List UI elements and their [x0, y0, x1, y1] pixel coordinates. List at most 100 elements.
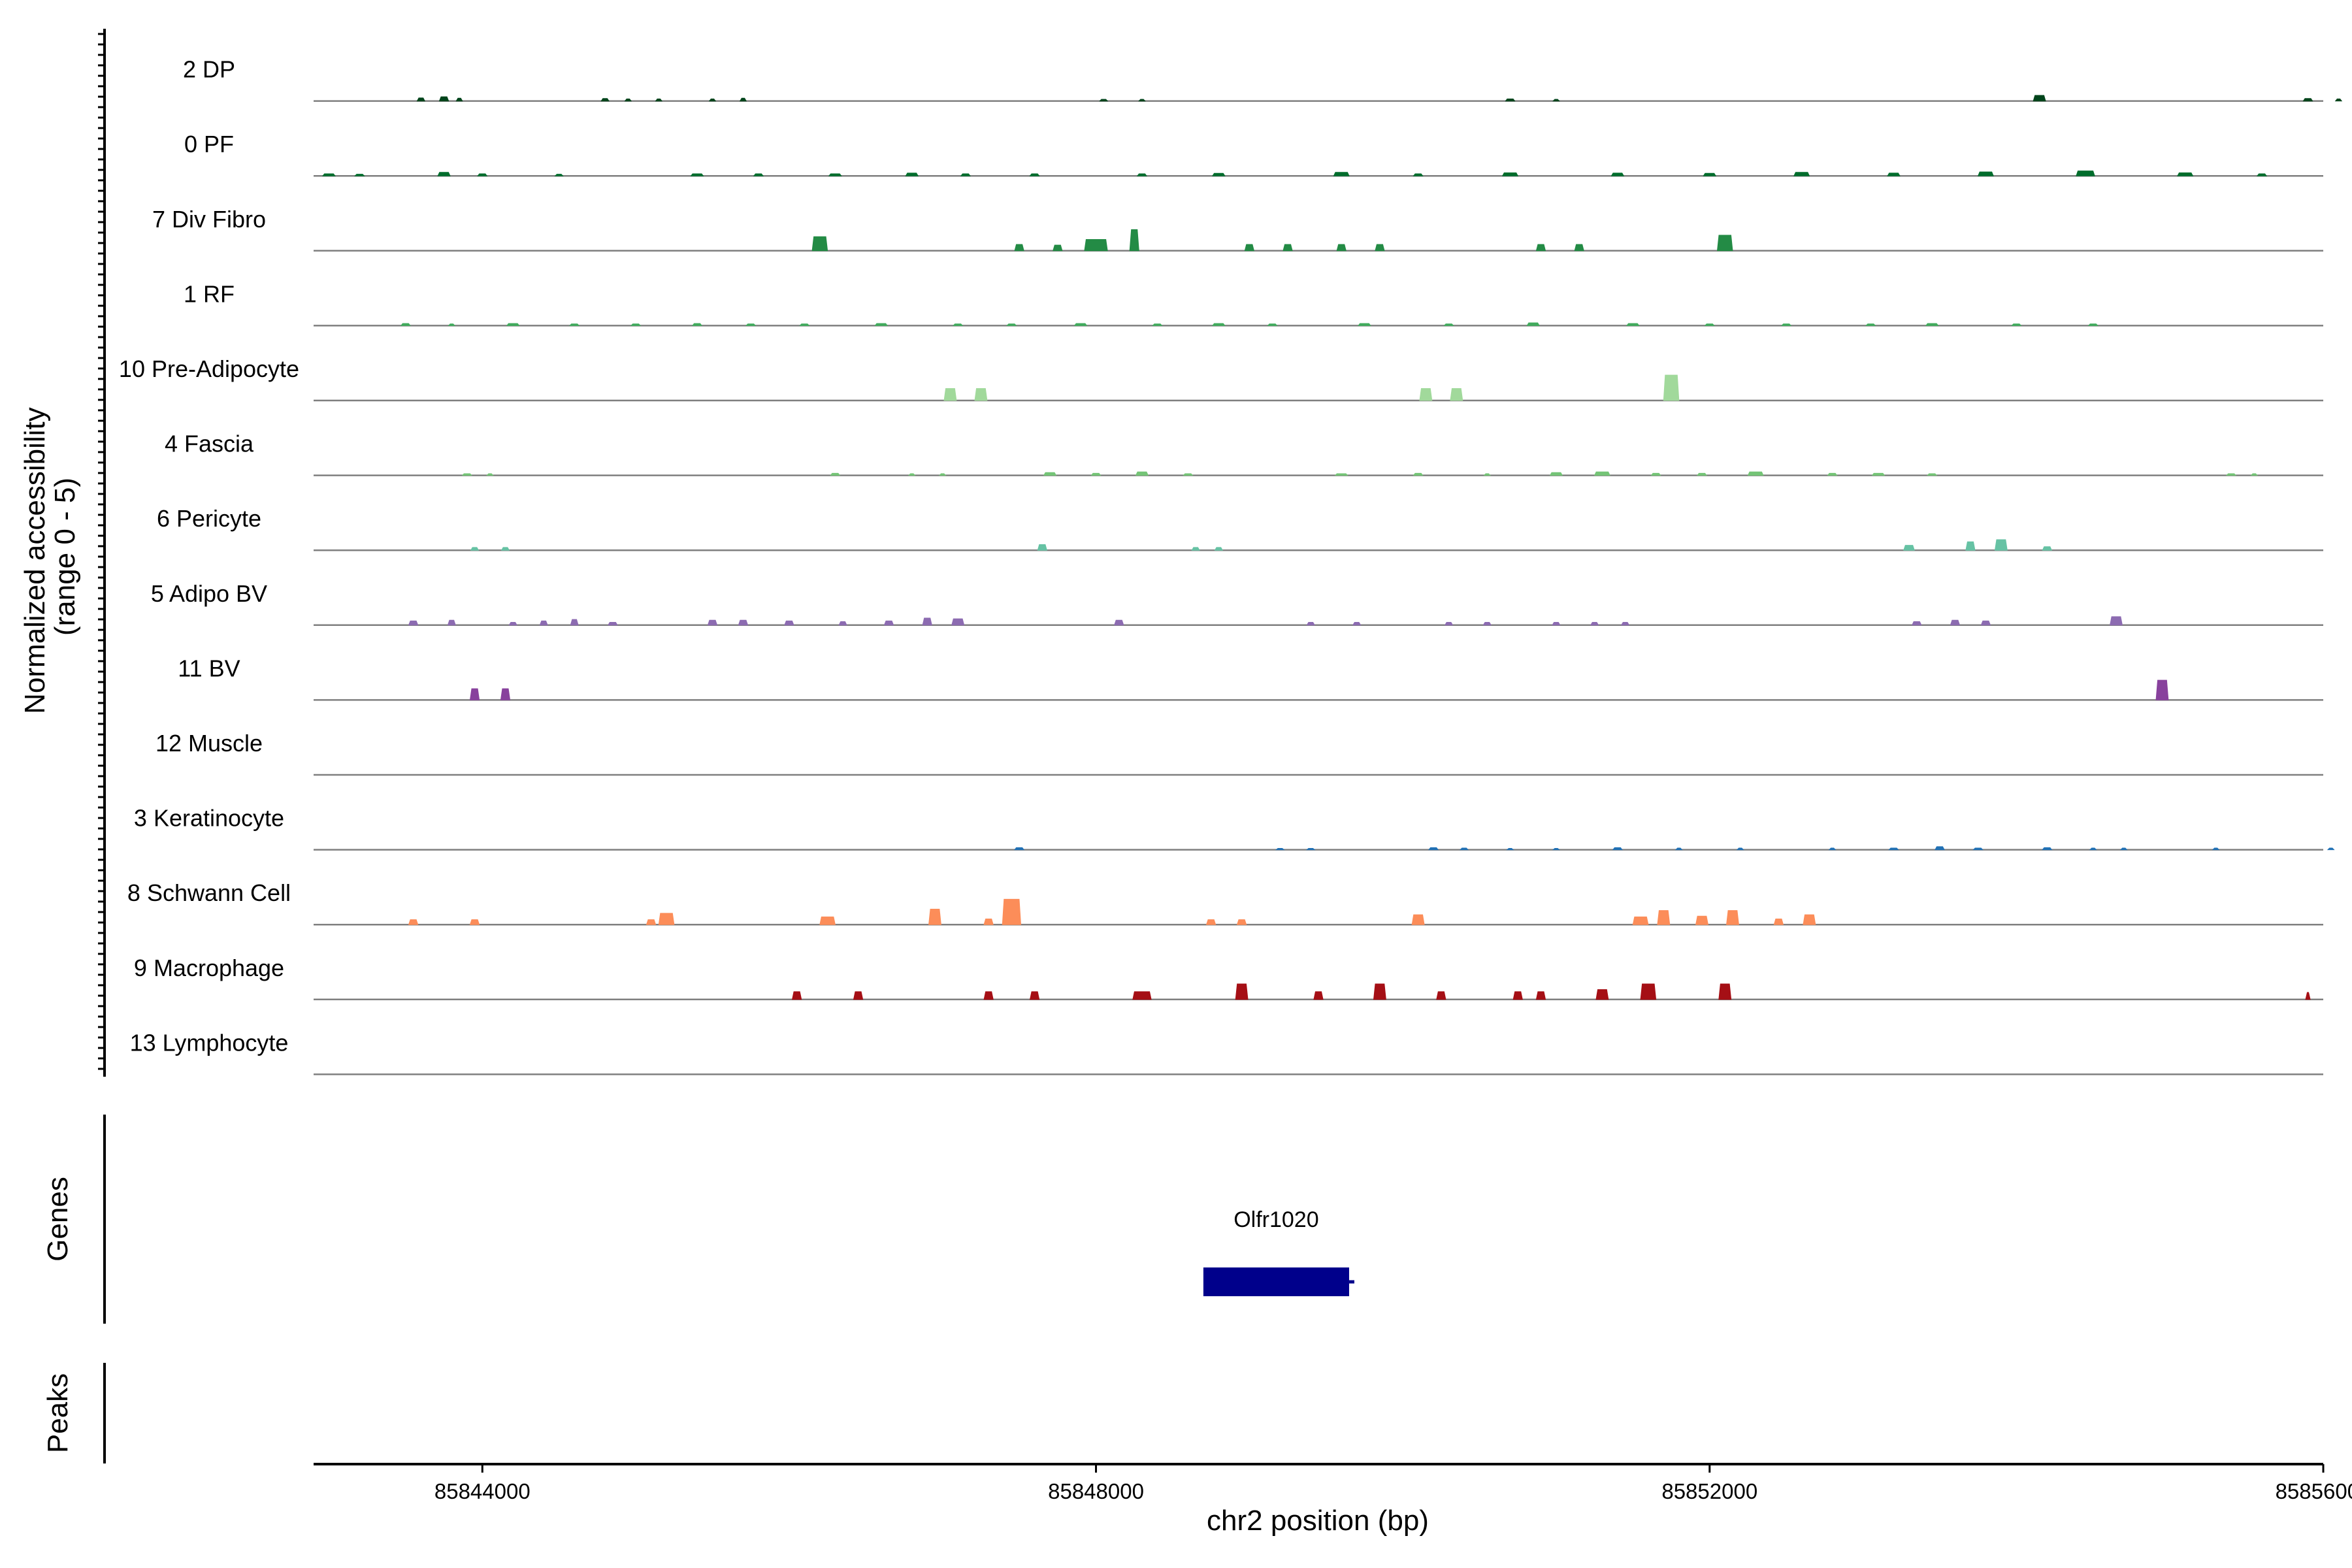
coverage-peak	[1935, 846, 1945, 851]
coverage-peak	[500, 688, 511, 700]
coverage-peak	[1482, 621, 1492, 626]
coverage-peak	[1552, 847, 1560, 851]
coverage-peak	[1911, 621, 1922, 626]
coverage-peak	[1650, 472, 1661, 476]
coverage-peak	[1965, 541, 1976, 551]
coverage-peak	[1552, 621, 1561, 626]
coverage-peak	[883, 620, 894, 626]
track-2-dp: 2 DP	[183, 56, 2343, 102]
coverage-peak	[1703, 172, 1717, 176]
coverage-peak	[1306, 621, 1315, 626]
coverage-peak	[1903, 545, 1915, 551]
coverage-peak	[1129, 229, 1139, 252]
coverage-peak	[400, 323, 411, 326]
track-5-adipo-bv: 5 Adipo BV	[151, 580, 2323, 627]
coverage-peak	[690, 173, 704, 176]
x-tick-label: 85856000	[2276, 1479, 2352, 1503]
coverage-peak	[830, 472, 841, 476]
coverage-peak	[2250, 473, 2259, 476]
coverage-peak	[408, 919, 419, 925]
coverage-peak	[1135, 471, 1149, 476]
coverage-peak	[477, 173, 488, 176]
coverage-peak	[1029, 991, 1040, 1000]
coverage-peak	[2257, 173, 2268, 176]
coverage-peak	[624, 98, 632, 102]
coverage-peak	[1871, 472, 1886, 476]
coverage-peak	[1334, 473, 1348, 476]
track-6-pericyte: 6 Pericyte	[157, 505, 2323, 551]
coverage-peak	[922, 617, 932, 626]
coverage-peak	[1191, 547, 1200, 551]
coverage-peak	[938, 473, 947, 476]
tracks: 2 DP 0 PF 7 Div Fibro 1 RF 10 Pre-Adipocyte 4…	[119, 56, 2343, 1075]
coverage-peak	[2155, 679, 2169, 700]
coverage-peak	[1663, 374, 1680, 401]
coverage-peak	[1375, 244, 1385, 252]
coverage-peak	[1211, 323, 1226, 326]
coverage-peak	[1632, 916, 1649, 925]
coverage-peak	[1793, 172, 1810, 176]
coverage-peak	[1780, 323, 1792, 326]
coverage-peak	[1980, 620, 1991, 626]
coverage-peak	[1773, 919, 1784, 925]
track-7-div-fibro: 7 Div Fibro	[152, 206, 2323, 252]
coverage-peak	[1138, 99, 1146, 102]
coverage-peak	[2042, 546, 2053, 551]
y-axis-title: Normalized accessibility (range 0 - 5)	[19, 399, 81, 714]
coverage-peak	[1612, 847, 1623, 851]
coverage-peak	[853, 991, 864, 1000]
coverage-peak	[1887, 172, 1901, 176]
coverage-peak	[738, 619, 749, 626]
track-label: 0 PF	[184, 131, 234, 157]
track-3-keratinocyte: 3 Keratinocyte	[134, 805, 2335, 851]
coverage-peak	[1595, 989, 1609, 1000]
coverage-peak	[1428, 847, 1439, 851]
coverage-peak	[1419, 388, 1433, 401]
coverage-peak	[554, 174, 564, 176]
coverage-peak	[1620, 621, 1630, 626]
coverage-peak	[2225, 473, 2237, 476]
track-label: 5 Adipo BV	[151, 580, 267, 607]
gene-body	[1203, 1267, 1349, 1296]
track-label: 10 Pre-Adipocyte	[119, 355, 299, 382]
coverage-peak	[469, 919, 480, 925]
coverage-peak	[707, 619, 718, 626]
coverage-peak	[1450, 388, 1463, 401]
coverage-peak	[568, 323, 580, 326]
coverage-peak	[1090, 472, 1102, 476]
coverage-peak	[469, 688, 480, 700]
coverage-peak	[960, 173, 971, 176]
track-4-fascia: 4 Fascia	[165, 431, 2323, 476]
coverage-peak	[408, 620, 419, 626]
coverage-peak	[1183, 473, 1194, 476]
coverage-peak	[745, 323, 757, 326]
coverage-peak	[1695, 915, 1709, 925]
coverage-peak	[1535, 991, 1546, 1000]
coverage-peak	[354, 174, 365, 176]
coverage-peak	[951, 618, 965, 626]
coverage-peak	[1358, 323, 1371, 326]
coverage-peak	[2119, 847, 2128, 851]
coverage-peak	[607, 621, 618, 626]
coverage-peak	[2177, 172, 2194, 176]
coverage-peak	[506, 323, 520, 326]
x-tick-label: 85852000	[1661, 1479, 1757, 1503]
track-9-macrophage: 9 Macrophage	[134, 955, 2323, 1001]
coverage-peak	[1657, 910, 1671, 925]
coverage-peak	[1994, 539, 2008, 551]
coverage-peak	[1718, 983, 1732, 1000]
coverage-peak	[838, 621, 847, 626]
coverage-peak	[600, 98, 610, 102]
coverage-peak	[1073, 323, 1088, 326]
coverage-peak	[928, 908, 941, 925]
coverage-peak	[1865, 323, 1876, 326]
coverage-peak	[1152, 323, 1163, 326]
coverage-peak	[905, 172, 919, 176]
x-tick-label: 85844000	[434, 1479, 531, 1503]
coverage-peak	[1244, 244, 1255, 252]
coverage-peak	[828, 173, 842, 176]
coverage-peak	[1625, 323, 1640, 326]
coverage-peak	[570, 619, 579, 626]
coverage-peak	[1037, 544, 1048, 551]
coverage-peak	[645, 919, 657, 925]
